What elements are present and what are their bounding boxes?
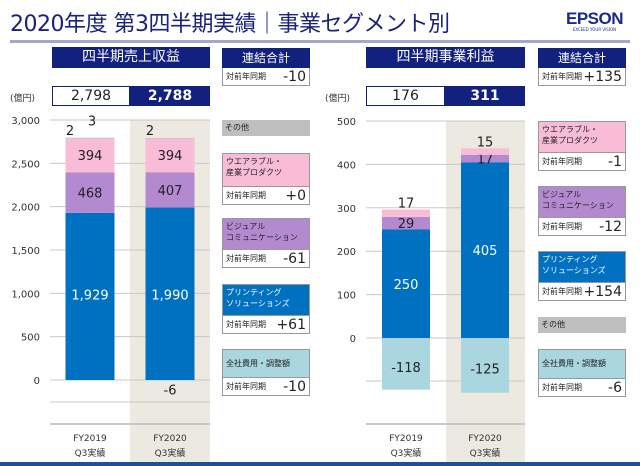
- x-tick-label: FY2020: [468, 434, 502, 444]
- x-tick-label: FY2019: [73, 434, 107, 444]
- bar-segment-wearable: [461, 148, 509, 155]
- bar-segment-corporate: [145, 380, 195, 381]
- legend-other: その他: [538, 317, 626, 333]
- y-tick-label: 500: [337, 117, 356, 128]
- x-tick-label: Q3実績: [470, 447, 501, 459]
- data-label-wearable: 394: [78, 149, 103, 164]
- bar-segment-printing: [382, 229, 430, 338]
- y-tick-label: 0: [350, 334, 356, 345]
- revenue-consolidated: 連結合計 対前年同期 -10: [222, 48, 310, 86]
- y-tick-label: 200: [337, 247, 356, 258]
- legend-printing: プリンティング ソリューションズ 対前年同期 +154: [538, 251, 626, 301]
- legend-visual: ビジュアル コミュニケーション 対前年同期 -12: [538, 186, 626, 236]
- profit-total-fy2020: 311: [445, 86, 525, 106]
- legend-visual: ビジュアル コミュニケーション 対前年同期 -61: [222, 218, 310, 268]
- bar-segment-visual: [65, 172, 115, 213]
- data-label-printing: 405: [473, 244, 498, 259]
- unit-label: (億円): [10, 94, 36, 104]
- bar-segment-corporate: [461, 338, 509, 393]
- bar-segment-corporate: [65, 137, 115, 139]
- x-tick-label: FY2019: [389, 434, 423, 444]
- y-tick-label: 100: [337, 291, 356, 302]
- bar-segment-other: [382, 338, 430, 339]
- epson-logo: EPSON EXCEED YOUR VISION: [566, 9, 624, 32]
- bar-segment-other: [65, 137, 115, 139]
- data-label-wearable: 394: [158, 149, 183, 164]
- bar-segment-wearable: [65, 138, 115, 173]
- footer-bar: [0, 462, 640, 466]
- bar-segment-visual: [145, 172, 195, 208]
- data-label-printing: 1,929: [71, 288, 108, 303]
- profit-total-fy2019: 176: [366, 86, 445, 106]
- header-divider: [10, 40, 630, 43]
- data-label-wearable: 15: [477, 135, 494, 150]
- bar-segment-printing: [145, 207, 195, 380]
- legend-corporate: 全社費用・調整額 対前年同期 -10: [222, 349, 310, 396]
- profit-consolidated: 連結合計 対前年同期 +135: [538, 48, 626, 86]
- data-label-printing: 1,990: [151, 288, 188, 303]
- y-tick-label: 500: [21, 333, 40, 344]
- bar-segment-wearable: [145, 138, 195, 173]
- bar-segment-corporate: [382, 338, 430, 390]
- data-label-visual: 468: [78, 187, 103, 202]
- y-tick-label: 2,000: [11, 203, 40, 214]
- revenue-total-fy2019: 2,798: [52, 86, 130, 106]
- data-label-other: 2: [146, 124, 154, 139]
- legend-corporate: 全社費用・調整額 対前年同期 -6: [538, 349, 626, 397]
- data-label-visual: 29: [398, 217, 415, 232]
- bar-segment-other: [461, 338, 509, 339]
- y-tick-label: 1,500: [11, 246, 40, 257]
- data-label-visual: 17: [477, 153, 494, 168]
- data-label-visual: 407: [158, 184, 183, 199]
- x-tick-label: Q3実績: [155, 447, 186, 459]
- data-label-other: 2: [66, 124, 74, 139]
- legend-wearable: ウエアラブル・ 産業プロダクツ 対前年同期 -1: [538, 121, 626, 171]
- legend-other: その他: [222, 120, 310, 136]
- profit-title: 四半期事業利益: [366, 47, 525, 68]
- bar-segment-visual: [461, 154, 509, 163]
- x-tick-label: Q3実績: [75, 447, 106, 459]
- bar-segment-other: [145, 137, 195, 139]
- bar-segment-printing: [461, 162, 509, 338]
- legend-wearable: ウエアラブル・ 産業プロダクツ 対前年同期 +0: [222, 153, 310, 205]
- data-label-corporate: -118: [391, 361, 421, 376]
- y-tick-label: 300: [337, 204, 356, 215]
- y-tick-label: 400: [337, 160, 356, 171]
- bar-segment-wearable: [382, 209, 430, 217]
- data-label-printing: 250: [394, 278, 419, 293]
- data-label-corporate: 3: [88, 115, 96, 130]
- data-label-corporate: -125: [470, 363, 500, 378]
- legend-printing: プリンティング ソリューションズ 対前年同期 +61: [222, 284, 310, 334]
- x-tick-label: FY2020: [153, 434, 187, 444]
- y-tick-label: 0: [34, 376, 40, 387]
- revenue-total-fy2020: 2,788: [130, 86, 210, 106]
- bar-segment-visual: [382, 216, 430, 230]
- bar-segment-printing: [65, 212, 115, 380]
- data-label-corporate: -6: [164, 384, 177, 399]
- x-tick-label: Q3実績: [391, 447, 422, 459]
- y-tick-label: 1,000: [11, 289, 40, 300]
- page-title: 2020年度 第3四半期実績｜事業セグメント別: [10, 12, 450, 37]
- data-label-wearable: 17: [398, 197, 415, 212]
- unit-label: (億円): [325, 94, 351, 104]
- y-tick-label: 2,500: [11, 159, 40, 170]
- revenue-title: 四半期売上収益: [52, 47, 210, 68]
- y-tick-label: 3,000: [11, 116, 40, 127]
